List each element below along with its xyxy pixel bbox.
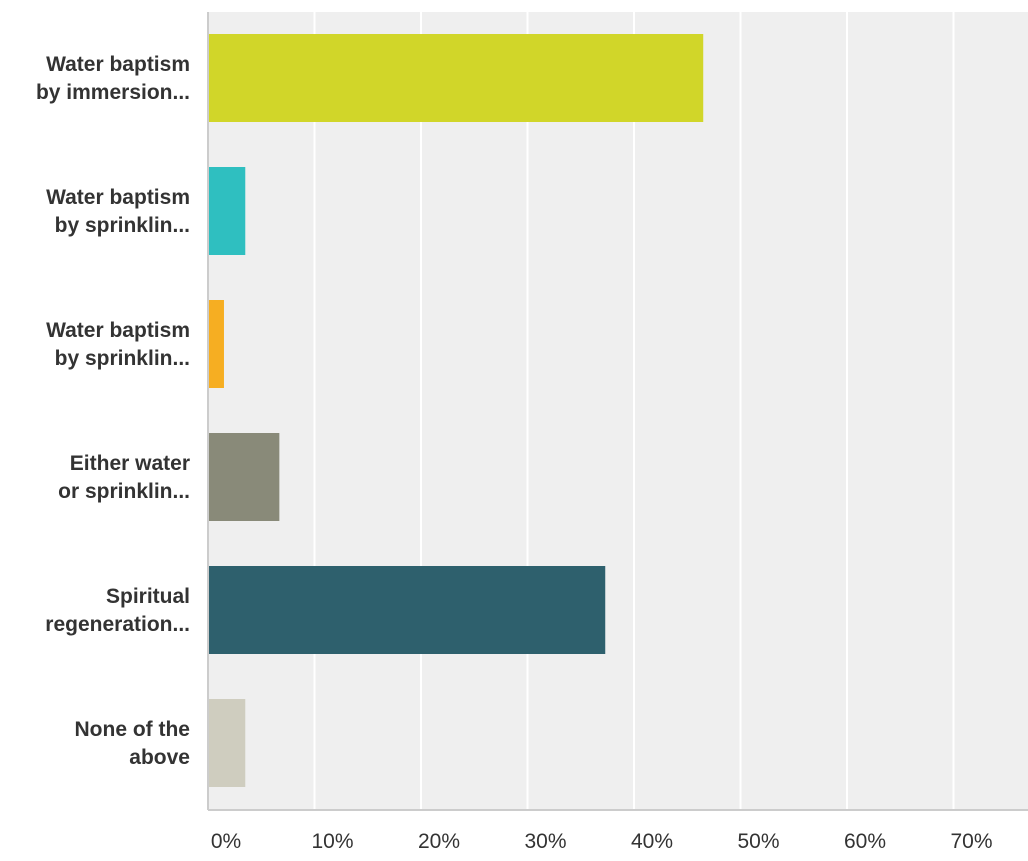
x-tick-label: 0% (211, 830, 241, 853)
category-label: Water baptism (46, 186, 190, 209)
bar (208, 34, 704, 122)
bar (208, 167, 246, 255)
category-label: or sprinklin... (58, 480, 190, 503)
category-label: by immersion... (36, 81, 190, 104)
category-label: Water baptism (46, 53, 190, 76)
category-label: Either water (70, 452, 190, 475)
x-tick-labels: 0% 10% 20% 30% 40% 50% 60% 70% (211, 830, 993, 853)
x-tick-label: 40% (631, 830, 673, 853)
gridlines (313, 12, 955, 810)
category-label: regeneration... (45, 613, 190, 636)
x-tick-label: 70% (950, 830, 992, 853)
x-tick-label: 60% (844, 830, 886, 853)
bar (208, 699, 246, 787)
category-labels: Water baptism by immersion... Water baptis… (36, 53, 190, 769)
bar (208, 433, 280, 521)
category-label: above (129, 746, 190, 769)
x-tick-label: 30% (524, 830, 566, 853)
category-label: Water baptism (46, 319, 190, 342)
plot-background (208, 12, 1028, 810)
axes (207, 12, 1028, 811)
category-label: Spiritual (106, 585, 190, 608)
bars (208, 34, 704, 787)
category-label: by sprinklin... (55, 347, 190, 370)
x-tick-label: 50% (737, 830, 779, 853)
x-tick-label: 20% (418, 830, 460, 853)
bar (208, 300, 224, 388)
bar (208, 566, 606, 654)
category-label: by sprinklin... (55, 214, 190, 237)
x-tick-label: 10% (311, 830, 353, 853)
category-label: None of the (75, 718, 191, 741)
